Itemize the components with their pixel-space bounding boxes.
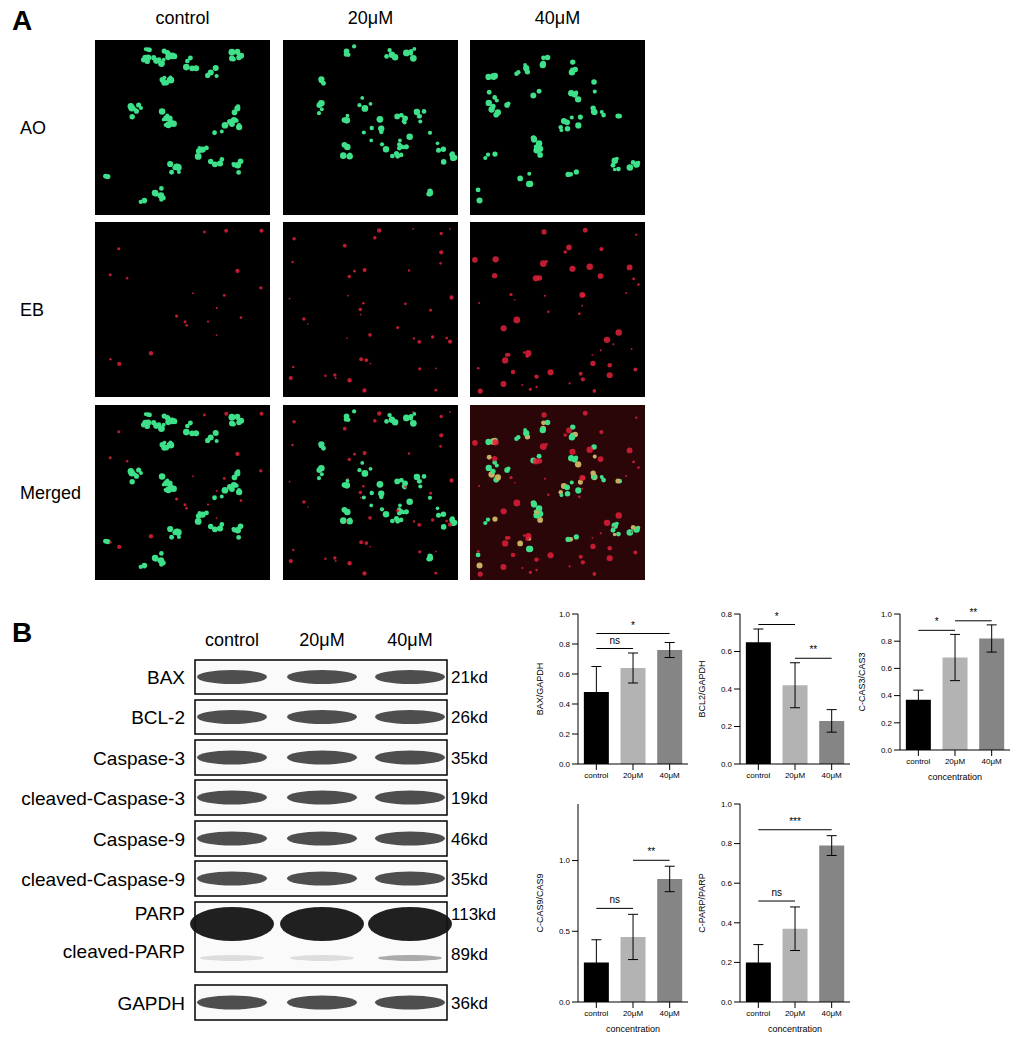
svg-text:0.4: 0.4 [721,685,733,694]
svg-text:0.0: 0.0 [881,746,893,755]
svg-text:0.8: 0.8 [881,637,893,646]
svg-text:1.0: 1.0 [721,800,733,809]
svg-text:21kd: 21kd [451,668,488,687]
svg-text:40μM: 40μM [660,1009,681,1018]
svg-text:ns: ns [609,635,620,646]
svg-text:BCL2/GAPDH: BCL2/GAPDH [697,660,707,717]
svg-text:C-PARP/PARP: C-PARP/PARP [697,873,707,933]
svg-text:1.0: 1.0 [559,856,571,865]
svg-text:control: control [906,757,930,766]
svg-text:0.6: 0.6 [881,664,893,673]
svg-text:*: * [775,611,779,622]
svg-text:19kd: 19kd [451,789,488,808]
svg-text:AO: AO [20,118,46,138]
svg-text:0.8: 0.8 [721,610,733,619]
svg-text:113kd: 113kd [451,905,496,924]
svg-text:0.6: 0.6 [721,879,733,888]
svg-text:1.0: 1.0 [881,610,893,619]
svg-text:20μM: 20μM [623,1009,644,1018]
svg-text:0.4: 0.4 [881,691,893,700]
svg-text:concentration: concentration [928,772,982,782]
svg-text:*: * [631,620,635,631]
svg-text:C-CAS3/CAS3: C-CAS3/CAS3 [857,652,867,711]
svg-text:0.8: 0.8 [721,839,733,848]
svg-text:cleaved-Caspase-9: cleaved-Caspase-9 [21,869,185,890]
svg-text:**: ** [969,607,977,618]
svg-text:26kd: 26kd [451,708,488,727]
svg-text:36kd: 36kd [451,994,488,1013]
svg-text:40μM: 40μM [822,771,843,780]
svg-text:20μM: 20μM [299,630,344,650]
svg-text:control: control [746,1009,770,1018]
svg-text:0.6: 0.6 [559,670,571,679]
svg-text:0.2: 0.2 [721,958,733,967]
svg-text:control: control [205,630,259,650]
svg-text:PARP: PARP [135,903,185,924]
svg-text:GAPDH: GAPDH [117,993,185,1014]
svg-text:0.2: 0.2 [559,730,571,739]
svg-text:0.6: 0.6 [721,647,733,656]
svg-text:Caspase-9: Caspase-9 [93,829,185,850]
svg-text:**: ** [647,846,655,857]
svg-text:35kd: 35kd [451,749,488,768]
svg-text:0.4: 0.4 [559,700,571,709]
svg-text:0.0: 0.0 [559,760,571,769]
svg-text:40μM: 40μM [387,630,432,650]
svg-text:concentration: concentration [606,1024,660,1034]
svg-text:40μM: 40μM [535,8,580,28]
svg-text:0.0: 0.0 [721,998,733,1007]
svg-text:B: B [12,617,32,648]
svg-text:ns: ns [609,894,620,905]
svg-text:0.0: 0.0 [721,760,733,769]
svg-text:1.0: 1.0 [559,610,571,619]
svg-text:89kd: 89kd [451,945,488,964]
svg-text:0.2: 0.2 [881,719,893,728]
svg-text:40μM: 40μM [660,771,681,780]
svg-text:EB: EB [20,300,44,320]
svg-text:40μM: 40μM [822,1009,843,1018]
svg-text:control: control [746,771,770,780]
svg-text:cleaved-PARP: cleaved-PARP [63,941,185,962]
svg-text:0.5: 0.5 [559,927,571,936]
svg-text:cleaved-Caspase-3: cleaved-Caspase-3 [21,788,185,809]
svg-text:0.0: 0.0 [559,998,571,1007]
svg-text:0.4: 0.4 [721,919,733,928]
svg-text:control: control [584,771,608,780]
svg-text:C-CAS9/CAS9: C-CAS9/CAS9 [535,873,545,932]
svg-text:***: *** [789,816,801,827]
svg-text:20μM: 20μM [945,757,966,766]
svg-text:46kd: 46kd [451,830,488,849]
svg-text:Caspase-3: Caspase-3 [93,748,185,769]
svg-text:40μM: 40μM [982,757,1003,766]
svg-text:A: A [12,5,32,36]
svg-text:concentration: concentration [768,1024,822,1034]
svg-text:0.2: 0.2 [721,722,733,731]
svg-text:35kd: 35kd [451,870,488,889]
svg-text:20μM: 20μM [623,771,644,780]
svg-text:ns: ns [771,887,782,898]
svg-text:0.8: 0.8 [559,640,571,649]
svg-text:20μM: 20μM [348,8,393,28]
svg-text:BCL-2: BCL-2 [131,707,185,728]
svg-text:control: control [584,1009,608,1018]
svg-text:20μM: 20μM [785,1009,806,1018]
svg-text:control: control [155,8,209,28]
svg-text:Merged: Merged [20,483,81,503]
svg-text:BAX: BAX [147,667,185,688]
svg-text:20μM: 20μM [785,771,806,780]
svg-text:**: ** [809,644,817,655]
svg-text:*: * [935,616,939,627]
svg-text:BAX/GAPDH: BAX/GAPDH [535,663,545,716]
